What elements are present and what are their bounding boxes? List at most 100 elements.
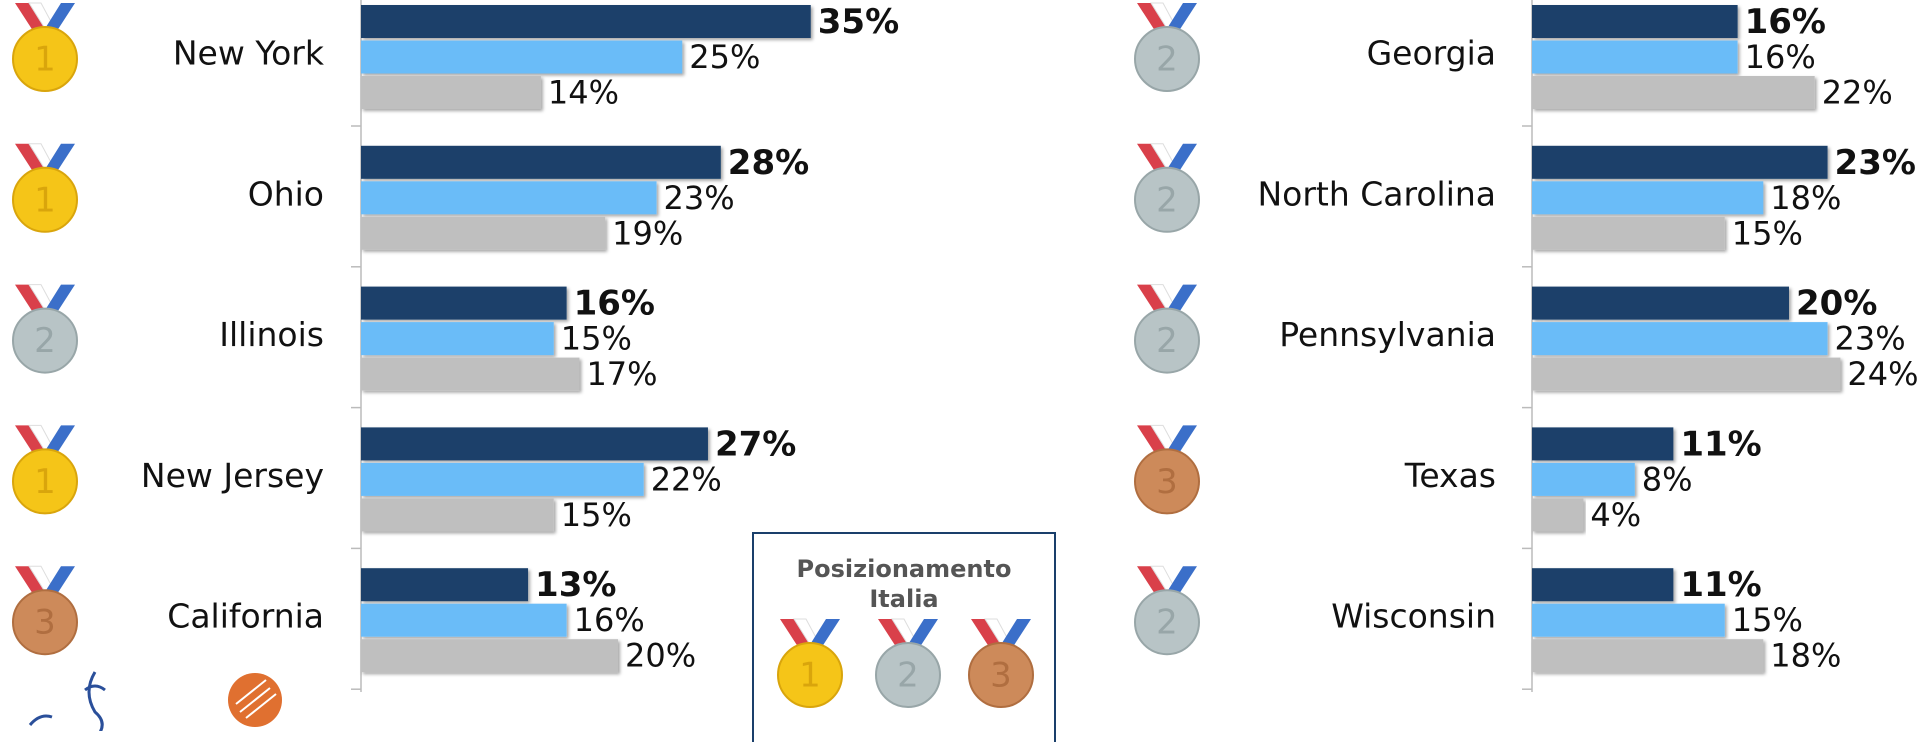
value-label: 16% [574,284,655,324]
value-label: 18% [1770,179,1841,217]
bar [1532,498,1584,532]
value-label: 19% [612,214,683,252]
value-label: 13% [535,565,616,605]
bar [1532,40,1738,74]
medal [1134,307,1200,374]
medal [1134,166,1200,233]
bar [361,5,811,38]
category-label: Pennsylvania [1279,315,1496,354]
bar [361,322,554,356]
medal [1134,26,1200,92]
bar [361,145,721,179]
value-label: 11% [1680,424,1761,464]
bar [361,639,618,673]
bar [1532,639,1764,673]
bar [361,462,644,496]
value-label: 27% [715,424,796,464]
category-label: Wisconsin [1331,597,1496,636]
value-label: 28% [728,143,809,183]
medal [1134,589,1200,656]
logo [28,671,106,731]
logo-lines [235,679,277,719]
bar [361,603,567,637]
value-label: 22% [651,460,722,498]
medal [12,26,78,92]
value-label: 25% [689,38,760,76]
medal-number: 1 [34,462,56,502]
value-label: 23% [664,179,735,217]
medal-number: 2 [1156,40,1178,80]
value-label: 15% [1732,601,1803,639]
bar [1532,145,1828,179]
medal-number: 3 [34,603,56,643]
value-label: 8% [1642,460,1693,498]
value-label: 20% [1796,284,1877,324]
legend-title: Posizionamento Italia [796,555,1012,613]
medal [12,589,78,656]
medal-number: 2 [1156,180,1178,220]
medal [968,642,1034,708]
bar [361,76,541,109]
medal [1134,448,1200,515]
value-label: 22% [1822,74,1893,112]
value-label: 23% [1835,320,1906,358]
category-label: New York [173,34,325,73]
value-label: 17% [586,355,657,393]
value-label: 16% [574,601,645,639]
bar [361,568,529,602]
value-label: 16% [1745,38,1816,76]
value-label: 11% [1680,565,1761,605]
value-label: 18% [1770,637,1841,675]
value-label: 4% [1590,496,1641,534]
value-label: 23% [1835,143,1916,183]
value-label: 16% [1745,2,1826,42]
value-label: 35% [818,2,899,42]
medal-number: 1 [34,180,56,220]
bar [1532,322,1828,356]
bar [361,216,606,250]
category-label: Illinois [219,315,324,354]
medal [12,448,78,515]
medal-number: 3 [990,656,1012,696]
bar [1532,603,1725,637]
bar [1532,427,1674,461]
category-label: North Carolina [1257,174,1496,213]
value-label: 20% [625,637,696,675]
value-label: 14% [548,74,619,112]
value-label: 24% [1847,355,1918,393]
category-label: California [167,597,324,636]
medal-number: 2 [1156,603,1178,643]
category-label: Texas [1404,456,1496,495]
medal [875,642,941,708]
category-label: New Jersey [141,456,324,495]
bar [1532,286,1789,320]
bar [1532,76,1815,109]
category-label: Ohio [248,174,324,213]
medal-number: 1 [799,656,821,696]
medal [777,642,843,708]
bar [361,427,708,461]
medal [12,166,78,233]
bar [1532,5,1738,38]
bar [361,181,657,215]
value-label: 15% [561,320,632,358]
bar [361,357,580,391]
value-label: 15% [561,496,632,534]
medal-number: 2 [1156,321,1178,361]
bar [1532,568,1674,602]
legend: Posizionamento Italia [752,532,1056,742]
bar [1532,357,1841,391]
medal-number: 1 [34,40,56,80]
bar [1532,462,1635,496]
value-label: 15% [1732,214,1803,252]
bar [1532,181,1764,215]
medal-number: 2 [34,321,56,361]
medal [12,307,78,374]
medal-number: 3 [1156,462,1178,502]
bar [361,40,683,74]
category-label: Georgia [1367,34,1496,73]
medal-number: 2 [897,656,919,696]
bar [361,498,554,532]
